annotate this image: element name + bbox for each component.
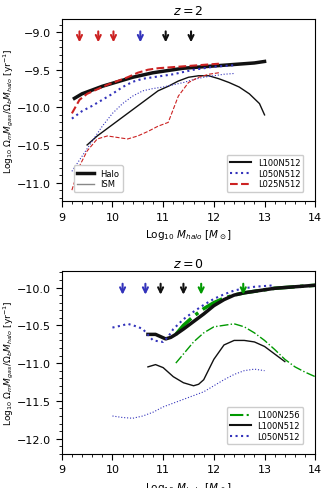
Title: $z = 2$: $z = 2$ <box>173 5 204 19</box>
Legend: L100N256, L100N512, L050N512: L100N256, L100N512, L050N512 <box>227 407 304 444</box>
X-axis label: Log$_{10}$ $M_{halo}$ [$M_\odot$]: Log$_{10}$ $M_{halo}$ [$M_\odot$] <box>145 480 232 488</box>
Y-axis label: Log$_{10}$ $\Omega_m\dot{M}_{gas}/\Omega_b M_{halo}$ [yr$^{-1}$]: Log$_{10}$ $\Omega_m\dot{M}_{gas}/\Omega… <box>0 48 16 173</box>
X-axis label: Log$_{10}$ $M_{halo}$ [$M_\odot$]: Log$_{10}$ $M_{halo}$ [$M_\odot$] <box>145 228 232 242</box>
Y-axis label: Log$_{10}$ $\Omega_m\dot{M}_{gas}/\Omega_b M_{halo}$ [yr$^{-1}$]: Log$_{10}$ $\Omega_m\dot{M}_{gas}/\Omega… <box>0 300 16 425</box>
Legend: L100N512, L050N512, L025N512: L100N512, L050N512, L025N512 <box>227 156 304 192</box>
Title: $z = 0$: $z = 0$ <box>173 257 204 270</box>
